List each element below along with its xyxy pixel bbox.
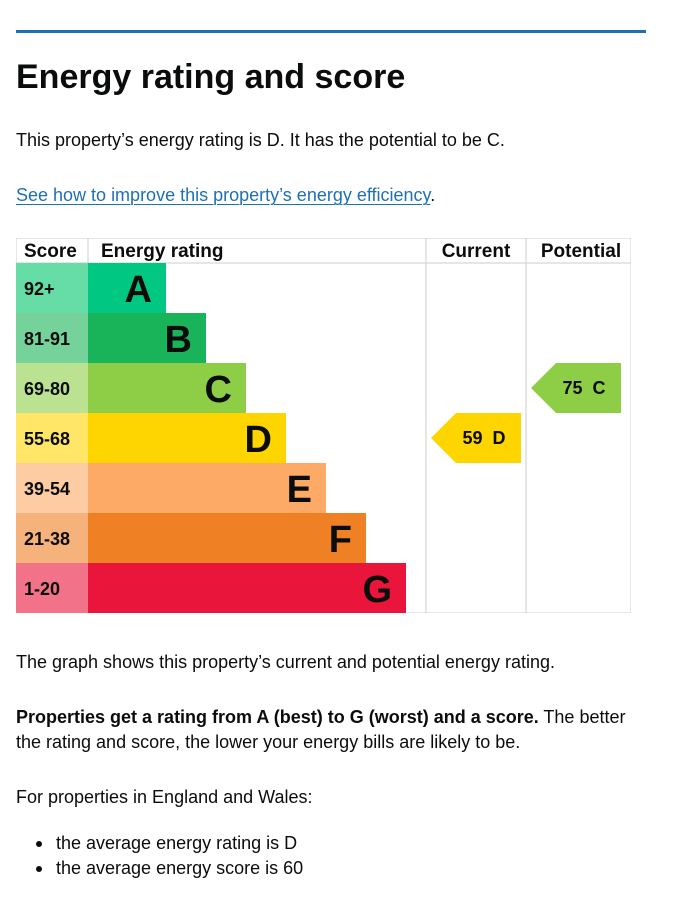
band-bar-b — [88, 313, 206, 363]
rating-explanation-rest: The better the rating and score, the low… — [16, 707, 626, 752]
score-column-header: Score — [24, 241, 77, 262]
band-bar-f — [88, 513, 366, 563]
band-score-cell — [16, 413, 88, 463]
regional-intro: For properties in England and Wales: — [16, 787, 313, 807]
band-letter: E — [287, 469, 312, 511]
band-bar-a — [88, 263, 166, 313]
current-rating-pointer-label: 59 D — [462, 428, 505, 448]
band-bar-g — [88, 563, 406, 613]
band-letter: A — [125, 269, 152, 311]
band-score-label: 69-80 — [24, 379, 70, 399]
improve-link-suffix: . — [430, 185, 436, 205]
band-score-label: 92+ — [24, 279, 55, 299]
averages-list: the average energy rating is D the avera… — [16, 831, 303, 881]
band-score-cell — [16, 463, 88, 513]
rating-explanation-bold: Properties get a rating from A (best) to… — [16, 707, 539, 727]
graph-explanation: The graph shows this property’s current … — [16, 652, 555, 672]
band-score-label: 39-54 — [24, 479, 70, 499]
band-letter: G — [362, 569, 392, 611]
band-score-label: 55-68 — [24, 429, 70, 449]
current-rating-pointer — [431, 413, 521, 463]
potential-column-header: Potential — [541, 241, 621, 262]
band-score-label: 81-91 — [24, 329, 70, 349]
section-divider — [16, 30, 646, 33]
list-item: the average energy score is 60 — [16, 856, 303, 881]
improve-paragraph: See how to improve this property’s energ… — [16, 183, 435, 208]
band-score-label: 21-38 — [24, 529, 70, 549]
rating-summary: This property’s energy rating is D. It h… — [16, 130, 505, 150]
band-letter: B — [165, 319, 192, 361]
band-letter: F — [329, 519, 352, 561]
list-item: the average energy rating is D — [16, 831, 303, 856]
band-score-cell — [16, 363, 88, 413]
improve-efficiency-link[interactable]: See how to improve this property’s energ… — [16, 185, 431, 205]
band-score-cell — [16, 563, 88, 613]
band-score-cell — [16, 313, 88, 363]
band-bar-d — [88, 413, 286, 463]
band-bar-c — [88, 363, 246, 413]
page-title: Energy rating and score — [16, 58, 406, 96]
potential-rating-pointer-label: 75 C — [562, 378, 605, 398]
energy-rating-column-header: Energy rating — [101, 241, 223, 262]
band-letter: C — [205, 369, 232, 411]
band-score-cell — [16, 263, 88, 313]
band-score-cell — [16, 513, 88, 563]
current-column-header: Current — [442, 241, 511, 262]
energy-rating-chart: Score Energy rating Current Potential 92… — [16, 238, 631, 613]
band-score-label: 1-20 — [24, 579, 60, 599]
band-letter: D — [245, 419, 272, 461]
band-bar-e — [88, 463, 326, 513]
rating-explanation: Properties get a rating from A (best) to… — [16, 705, 641, 755]
potential-rating-pointer — [531, 363, 621, 413]
